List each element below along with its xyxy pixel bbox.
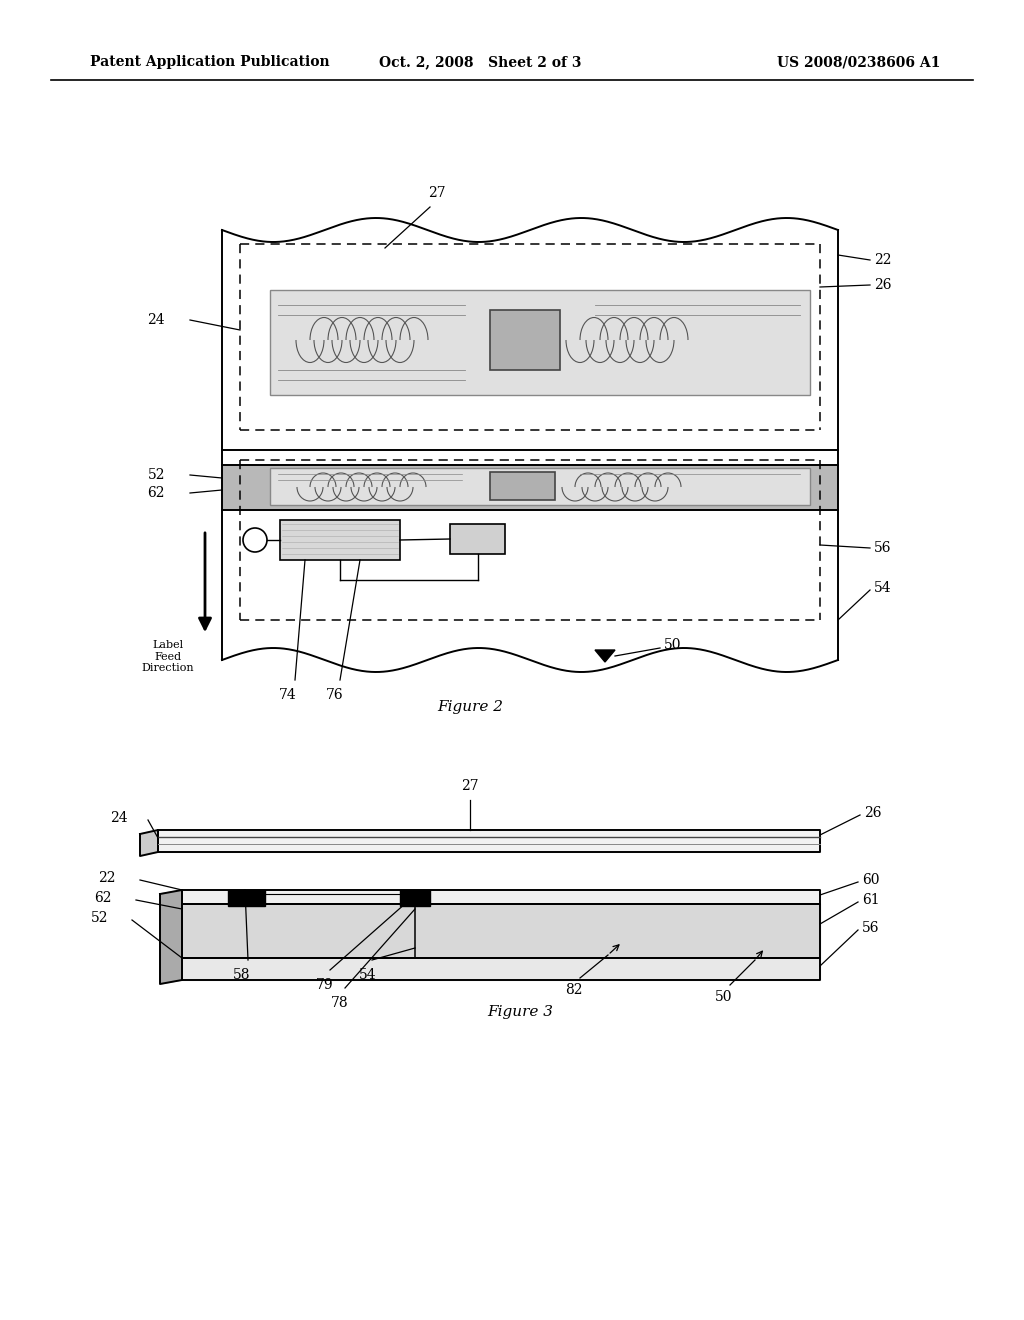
Polygon shape (182, 890, 820, 904)
Text: 52: 52 (90, 911, 108, 925)
Bar (490, 473, 555, 500)
Text: 79: 79 (316, 978, 334, 993)
Text: 61: 61 (862, 894, 880, 907)
Text: 27: 27 (461, 779, 479, 793)
Text: 74: 74 (280, 688, 297, 702)
Text: 76: 76 (327, 688, 344, 702)
Text: 82: 82 (565, 983, 583, 997)
Bar (270, 469, 810, 506)
Polygon shape (160, 890, 182, 983)
Text: 26: 26 (874, 279, 892, 292)
Text: 62: 62 (94, 891, 112, 906)
Text: Figure 2: Figure 2 (437, 700, 503, 714)
Text: 78: 78 (331, 997, 349, 1010)
Polygon shape (158, 830, 820, 851)
Bar (280, 520, 400, 560)
Bar (450, 524, 505, 554)
Polygon shape (140, 830, 158, 855)
Text: 22: 22 (98, 871, 116, 884)
Polygon shape (182, 958, 820, 979)
Text: 26: 26 (864, 807, 882, 820)
Text: 62: 62 (147, 486, 165, 500)
Bar (270, 290, 810, 395)
Bar (490, 310, 560, 370)
Text: Label
Feed
Direction: Label Feed Direction (141, 640, 195, 673)
Text: Figure 3: Figure 3 (487, 1005, 553, 1019)
Text: 24: 24 (147, 313, 165, 327)
Text: 27: 27 (428, 186, 445, 201)
Text: 22: 22 (874, 253, 892, 267)
Text: 60: 60 (862, 873, 880, 887)
Text: 54: 54 (874, 581, 892, 595)
Text: 52: 52 (147, 469, 165, 482)
Text: 50: 50 (715, 990, 733, 1005)
Text: Patent Application Publication: Patent Application Publication (90, 55, 330, 69)
Text: 56: 56 (874, 541, 892, 554)
Bar (222, 465, 838, 510)
Text: US 2008/0238606 A1: US 2008/0238606 A1 (776, 55, 940, 69)
Polygon shape (228, 890, 265, 906)
Polygon shape (595, 649, 615, 663)
Text: 50: 50 (664, 638, 682, 652)
Polygon shape (182, 904, 820, 958)
Text: Oct. 2, 2008   Sheet 2 of 3: Oct. 2, 2008 Sheet 2 of 3 (379, 55, 582, 69)
Text: 56: 56 (862, 921, 880, 935)
Polygon shape (400, 890, 430, 906)
Text: 58: 58 (233, 968, 251, 982)
Text: 54: 54 (359, 968, 377, 982)
Text: 24: 24 (111, 810, 128, 825)
